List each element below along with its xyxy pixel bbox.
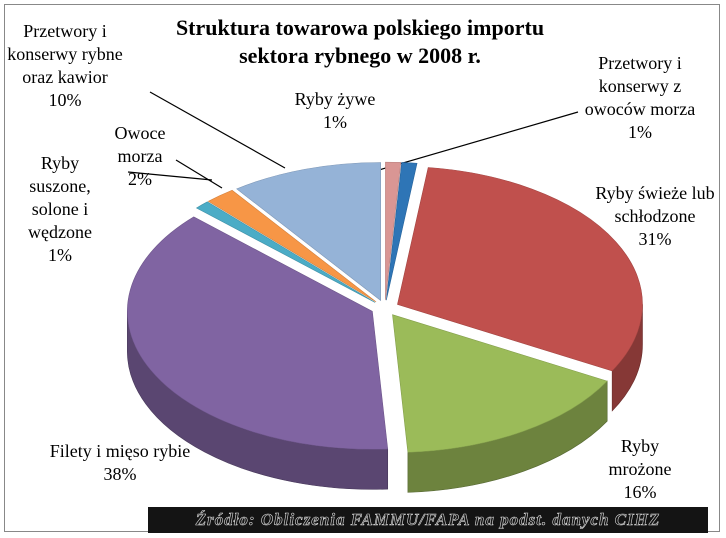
leader-line [371, 111, 579, 173]
slice-label: Owoce morza 2% [103, 122, 178, 191]
slice [386, 162, 418, 301]
value-label: 1% [628, 122, 652, 142]
value-label: 38% [103, 464, 137, 484]
category-label: Ryby żywe [294, 89, 376, 109]
slice-label: Ryby świeże lub schłodzone 31% [593, 182, 718, 251]
value-label: 10% [48, 90, 82, 110]
slice [397, 167, 643, 372]
slice [207, 189, 377, 303]
slice-tops [127, 161, 643, 453]
slice-label: Ryby żywe 1% [280, 88, 390, 134]
chart-title: Struktura towarowa polskiego importu sek… [175, 15, 545, 68]
slice-label: Przetwory i konserwy rybne oraz kawior 10… [3, 20, 128, 112]
category-label: Ryby mrożone [608, 436, 672, 479]
category-label: Owoce morza [114, 123, 166, 166]
leader-line [127, 171, 213, 181]
slice-label: Ryby mrożone 16% [593, 435, 688, 504]
value-label: 1% [323, 112, 347, 132]
value-label: 31% [638, 229, 672, 249]
leader-line [149, 91, 286, 169]
slice [392, 314, 608, 453]
slice [127, 216, 389, 450]
source-note: Źródło: Obliczenia FAMMU/FAPA na podst. … [148, 507, 708, 533]
slice-label: Filety i mięso rybie 38% [38, 440, 203, 486]
category-label: Przetwory i konserwy rybne oraz kawior [7, 21, 123, 87]
category-label: Filety i mięso rybie [49, 441, 191, 461]
slice-label: Ryby suszone, solone i wędzone 1% [10, 152, 110, 267]
value-label: 16% [623, 482, 657, 502]
slice-label: Przetwory i konserwy z owoców morza 1% [573, 52, 708, 144]
slice [195, 201, 376, 303]
slice [236, 162, 381, 302]
leader-line [175, 159, 223, 189]
value-label: 2% [128, 169, 152, 189]
category-label: Ryby suszone, solone i wędzone [28, 153, 92, 242]
category-label: Przetwory i konserwy z owoców morza [584, 53, 696, 119]
value-label: 1% [48, 245, 72, 265]
leader-lines [127, 91, 579, 189]
category-label: Ryby świeże lub schłodzone [595, 183, 715, 226]
slice [385, 161, 402, 301]
